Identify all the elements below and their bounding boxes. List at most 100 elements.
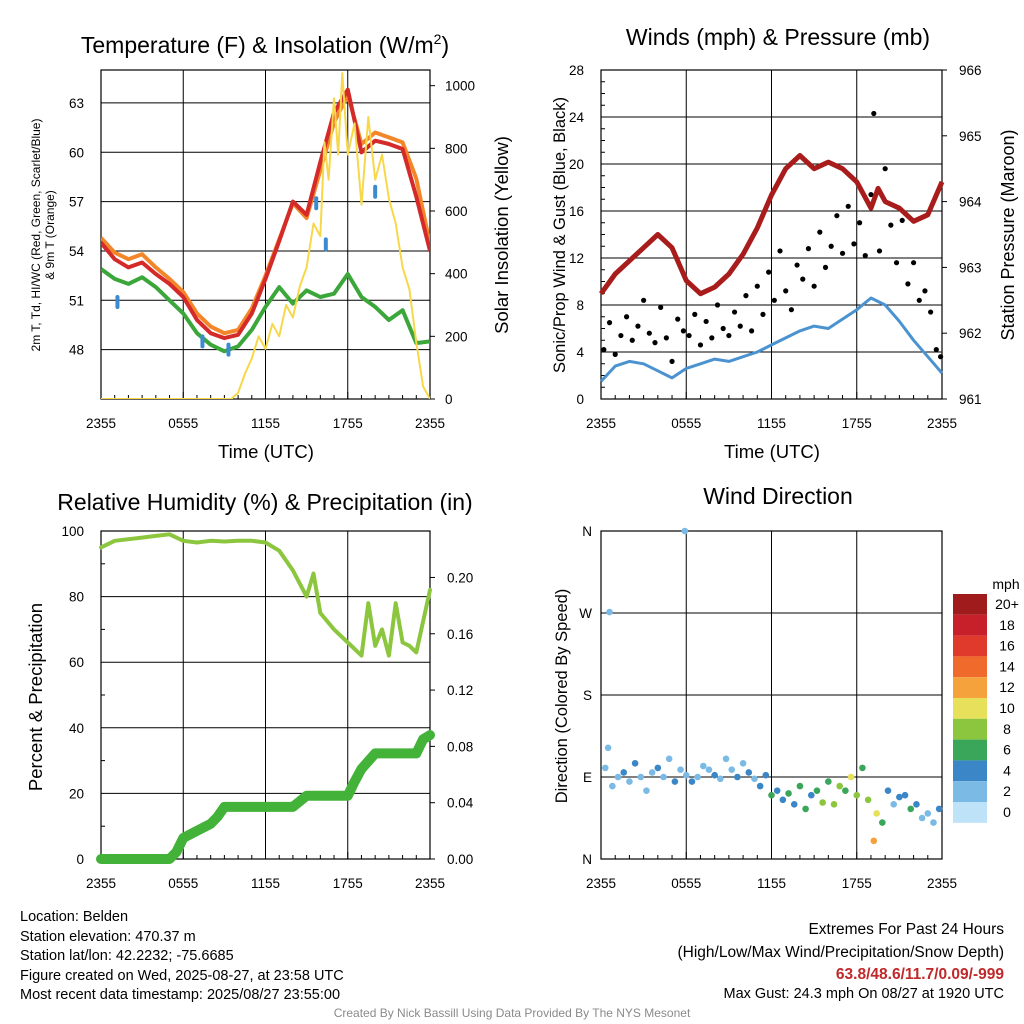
gust-point: [839, 250, 846, 256]
winds-series: [598, 110, 945, 383]
direction-point: [790, 801, 798, 808]
direction-point: [873, 810, 880, 817]
panel-1-title: Temperature (F) & Insolation (W/m2): [81, 31, 449, 58]
direction-point: [879, 819, 886, 826]
panel-1-x-axis-label: Time (UTC): [218, 441, 314, 462]
panel-1-y2-tick-label: 600: [445, 204, 468, 219]
panel-3-x-tick-label: 1755: [333, 876, 363, 891]
legend-swatch: [953, 698, 987, 719]
gust-point: [876, 248, 883, 254]
direction-point: [924, 810, 932, 817]
speed-legend: mph 20+ 18 16 14 12 10 8 6 4 2 0: [953, 576, 1020, 823]
panel-1-x-tick-label: 2355: [86, 416, 116, 431]
y2-label-text: Solar Insolation (Yellow): [491, 136, 512, 334]
gust-point: [910, 260, 917, 266]
direction-point: [870, 837, 878, 845]
gust-point: [629, 337, 635, 343]
gust-point: [788, 307, 794, 313]
panel-4-y-tick-label: W: [579, 606, 592, 621]
gust-point: [933, 347, 939, 353]
direction-point: [853, 791, 861, 799]
series-2m-line: [101, 87, 430, 341]
direction-point: [819, 799, 826, 806]
panel-2-frame: [600, 69, 943, 400]
gust-point: [703, 318, 709, 325]
title-close: ): [441, 32, 449, 58]
y-label-line-1: 2m T, Td, HI/WC (Red, Green, Scarlet/Blu…: [29, 119, 43, 352]
panel-1-y2-axis-label: Solar Insolation (Yellow): [491, 136, 512, 334]
y2-label-text: Station Pressure (Maroon): [998, 129, 1018, 340]
panel-3-y-axis-label: Percent & Precipitation: [25, 603, 46, 791]
direction-point: [745, 769, 753, 776]
panel-4-y-axis-label: Direction (Colored By Speed): [553, 589, 571, 804]
panel-3-x-tick-label: 1155: [251, 876, 280, 891]
legend-label: 16: [999, 638, 1015, 654]
series-td-line: [101, 267, 430, 354]
gust-point: [811, 283, 817, 289]
direction-point: [907, 805, 915, 813]
panel-2-y-tick-label: 4: [576, 345, 584, 360]
panel-3-y-tick-label: 20: [69, 786, 84, 801]
direction-point: [609, 782, 616, 790]
direction-point: [773, 787, 781, 794]
panel-3-y2-tick-label: 0.04: [447, 796, 474, 811]
legend-title: mph: [992, 576, 1019, 592]
panel-1-x-tick-label: 2355: [415, 416, 445, 431]
panel-1-y-tick-label: 60: [69, 145, 84, 160]
gust-point: [697, 342, 704, 348]
direction-point: [807, 791, 815, 799]
direction-point: [836, 782, 843, 790]
gust-point: [888, 222, 894, 228]
gust-point: [928, 309, 934, 315]
panel-1-x-tick-label: 1755: [333, 416, 363, 431]
panel-3-x-tick-label: 2355: [86, 876, 116, 891]
wind-line: [599, 296, 944, 383]
gust-point: [905, 281, 911, 287]
legend-label: 18: [999, 617, 1015, 633]
gust-point: [658, 304, 664, 310]
title-main: Temperature (F) & Insolation (W/m: [81, 32, 434, 58]
panel-3-title: Relative Humidity (%) & Precipitation (i…: [57, 489, 472, 515]
direction-point: [722, 755, 730, 763]
extremes-info: Extremes For Past 24 Hours (High/Low/Max…: [484, 918, 1005, 1005]
panel-2-y-tick-label: 16: [569, 204, 584, 219]
gust-point: [882, 166, 888, 172]
gust-point: [856, 220, 863, 226]
gust-point: [652, 340, 658, 346]
elevation-text: Station elevation: 470.37 m: [20, 928, 196, 945]
panel-3-y-tick-label: 60: [69, 655, 84, 670]
panel-2-y-tick-label: 24: [569, 110, 585, 125]
direction-point: [930, 819, 937, 826]
gust-point: [635, 323, 641, 329]
direction-point: [901, 791, 909, 799]
direction-point: [825, 778, 832, 785]
direction-point: [864, 796, 872, 804]
direction-point: [918, 814, 926, 822]
direction-point: [604, 744, 612, 752]
direction-point: [935, 805, 943, 813]
panel-2-y-axis-label: Sonic/Prop Wind & Gust (Blue, Black): [551, 97, 569, 373]
gust-point: [692, 311, 698, 317]
direction-point: [762, 771, 770, 779]
direction-point: [643, 787, 650, 794]
direction-point: [751, 775, 758, 783]
gust-point: [868, 191, 874, 198]
legend-label: 12: [999, 679, 1015, 695]
gust-point: [754, 283, 760, 289]
direction-point: [606, 608, 613, 616]
legend-label: 2: [1003, 783, 1011, 799]
max-gust-text: Max Gust: 24.3 mph On 08/27 at 1920 UTC: [723, 986, 1004, 1002]
legend-swatch: [953, 718, 987, 740]
direction-point: [626, 778, 633, 785]
direction-point: [813, 787, 821, 794]
panel-1-y-tick-label: 48: [69, 343, 84, 358]
panel-1-y-axis-label: 2m T, Td, HI/WC (Red, Green, Scarlet/Blu…: [29, 119, 57, 352]
panel-3-x-tick-label: 2355: [415, 876, 445, 891]
panel-2-y2-tick-label: 962: [959, 326, 982, 341]
panel-2-y-tick-label: 28: [569, 63, 584, 78]
gust-point: [845, 203, 851, 209]
panel-3-y2-tick-label: 0.08: [447, 739, 473, 754]
gust-point: [893, 260, 900, 266]
gust-point: [794, 262, 800, 268]
gust-point: [760, 311, 766, 317]
